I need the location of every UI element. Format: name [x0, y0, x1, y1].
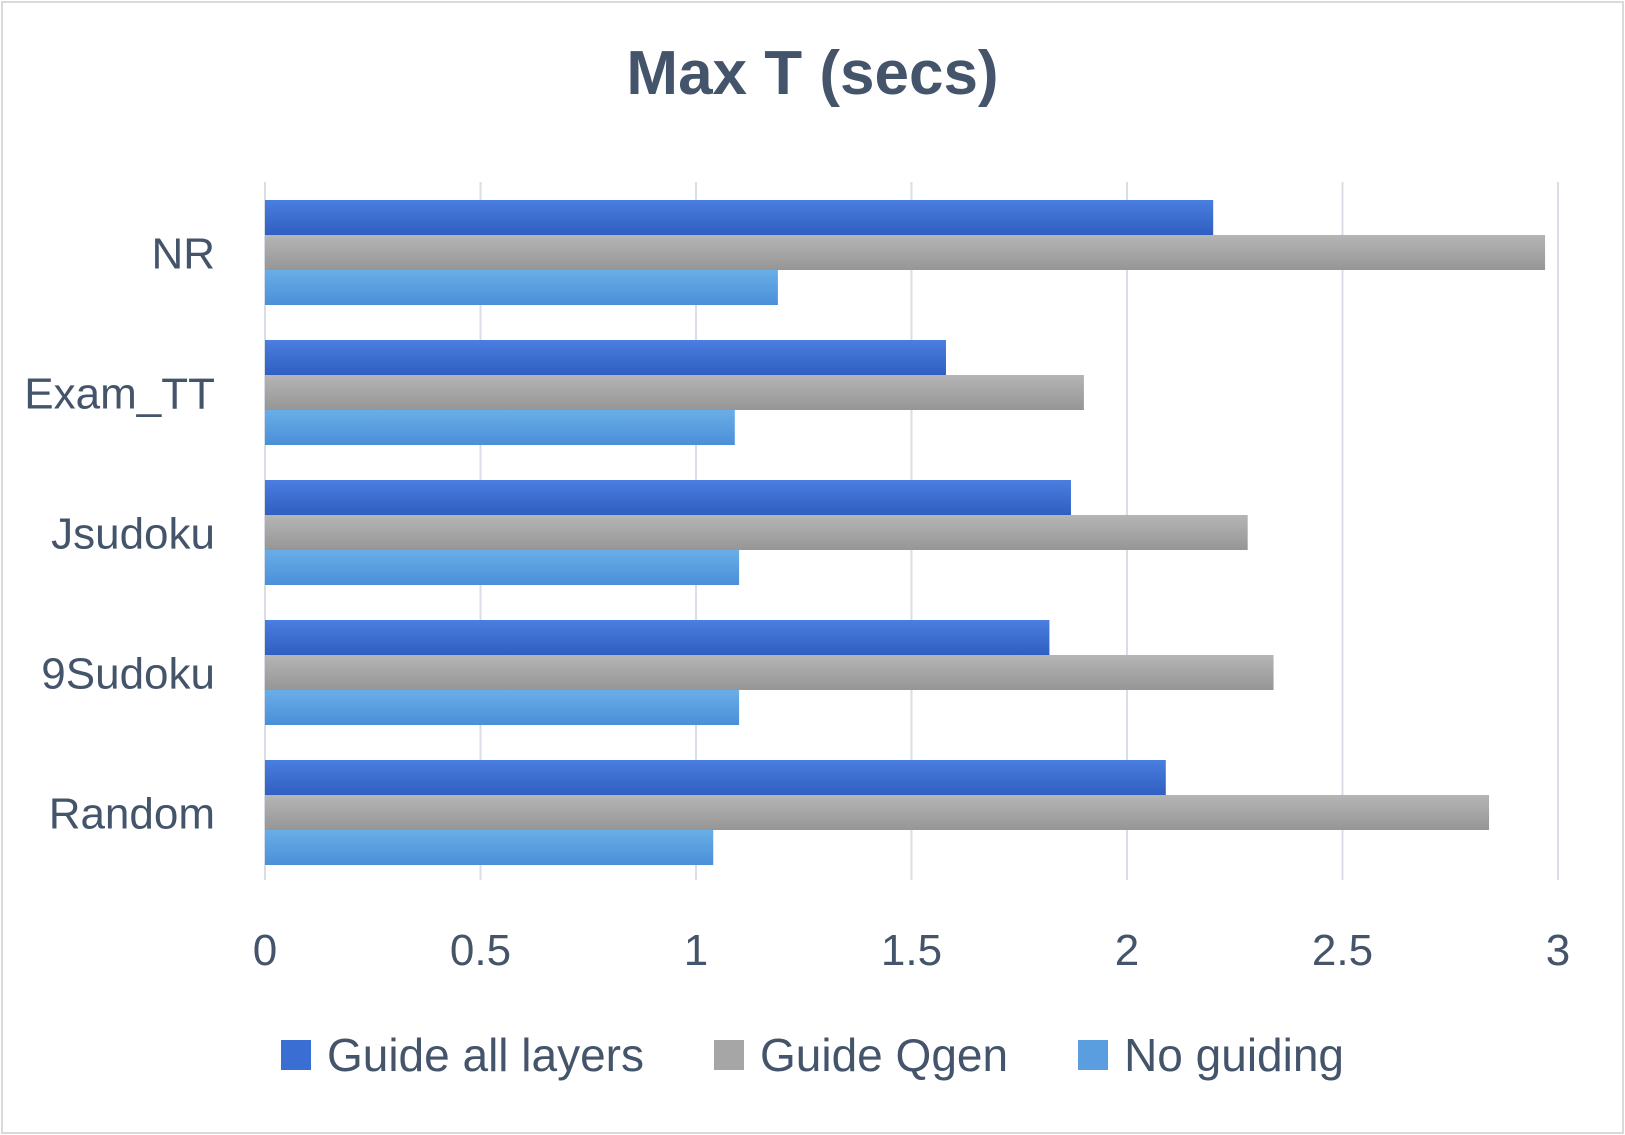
bar-guide-qgen — [265, 655, 1274, 690]
x-tick-label: 2.5 — [1312, 926, 1373, 975]
x-tick-label: 0.5 — [450, 926, 511, 975]
x-tick-label: 1 — [684, 926, 708, 975]
bar-guide-qgen — [265, 235, 1546, 270]
legend-item-no-guiding: No guiding — [1078, 1028, 1344, 1082]
bar-guide-all-layers — [265, 340, 946, 375]
bar-guide-all-layers — [265, 200, 1214, 235]
x-tick-label: 0 — [253, 926, 277, 975]
x-tick-label: 1.5 — [881, 926, 942, 975]
y-category-label: Random — [49, 790, 215, 839]
legend-label: No guiding — [1124, 1029, 1345, 1081]
bar-no-guiding — [265, 830, 714, 865]
x-tick-label: 3 — [1546, 926, 1570, 975]
y-category-label: Jsudoku — [51, 510, 215, 559]
bar-no-guiding — [265, 410, 735, 445]
chart-legend: Guide all layers Guide Qgen No guiding — [0, 1028, 1625, 1082]
bar-guide-qgen — [265, 795, 1490, 830]
legend-item-guide-all-layers: Guide all layers — [280, 1028, 645, 1082]
bar-no-guiding — [265, 550, 740, 585]
y-category-label: NR — [151, 230, 215, 279]
legend-swatch — [714, 1040, 745, 1070]
legend-item-guide-qgen: Guide Qgen — [714, 1028, 1008, 1082]
bar-guide-all-layers — [265, 760, 1166, 795]
bar-guide-all-layers — [265, 620, 1050, 655]
bar-guide-qgen — [265, 375, 1084, 410]
bar-no-guiding — [265, 270, 778, 305]
bar-no-guiding — [265, 690, 740, 725]
legend-swatch — [1078, 1040, 1109, 1070]
legend-label: Guide Qgen — [760, 1029, 1009, 1081]
legend-swatch — [280, 1040, 311, 1070]
y-category-label: Exam_TT — [24, 370, 215, 419]
legend-label: Guide all layers — [326, 1029, 645, 1081]
bar-guide-all-layers — [265, 480, 1071, 515]
y-category-label: 9Sudoku — [41, 650, 215, 699]
x-tick-label: 2 — [1115, 926, 1139, 975]
chart-title: Max T (secs) — [626, 39, 999, 108]
bar-guide-qgen — [265, 515, 1248, 550]
